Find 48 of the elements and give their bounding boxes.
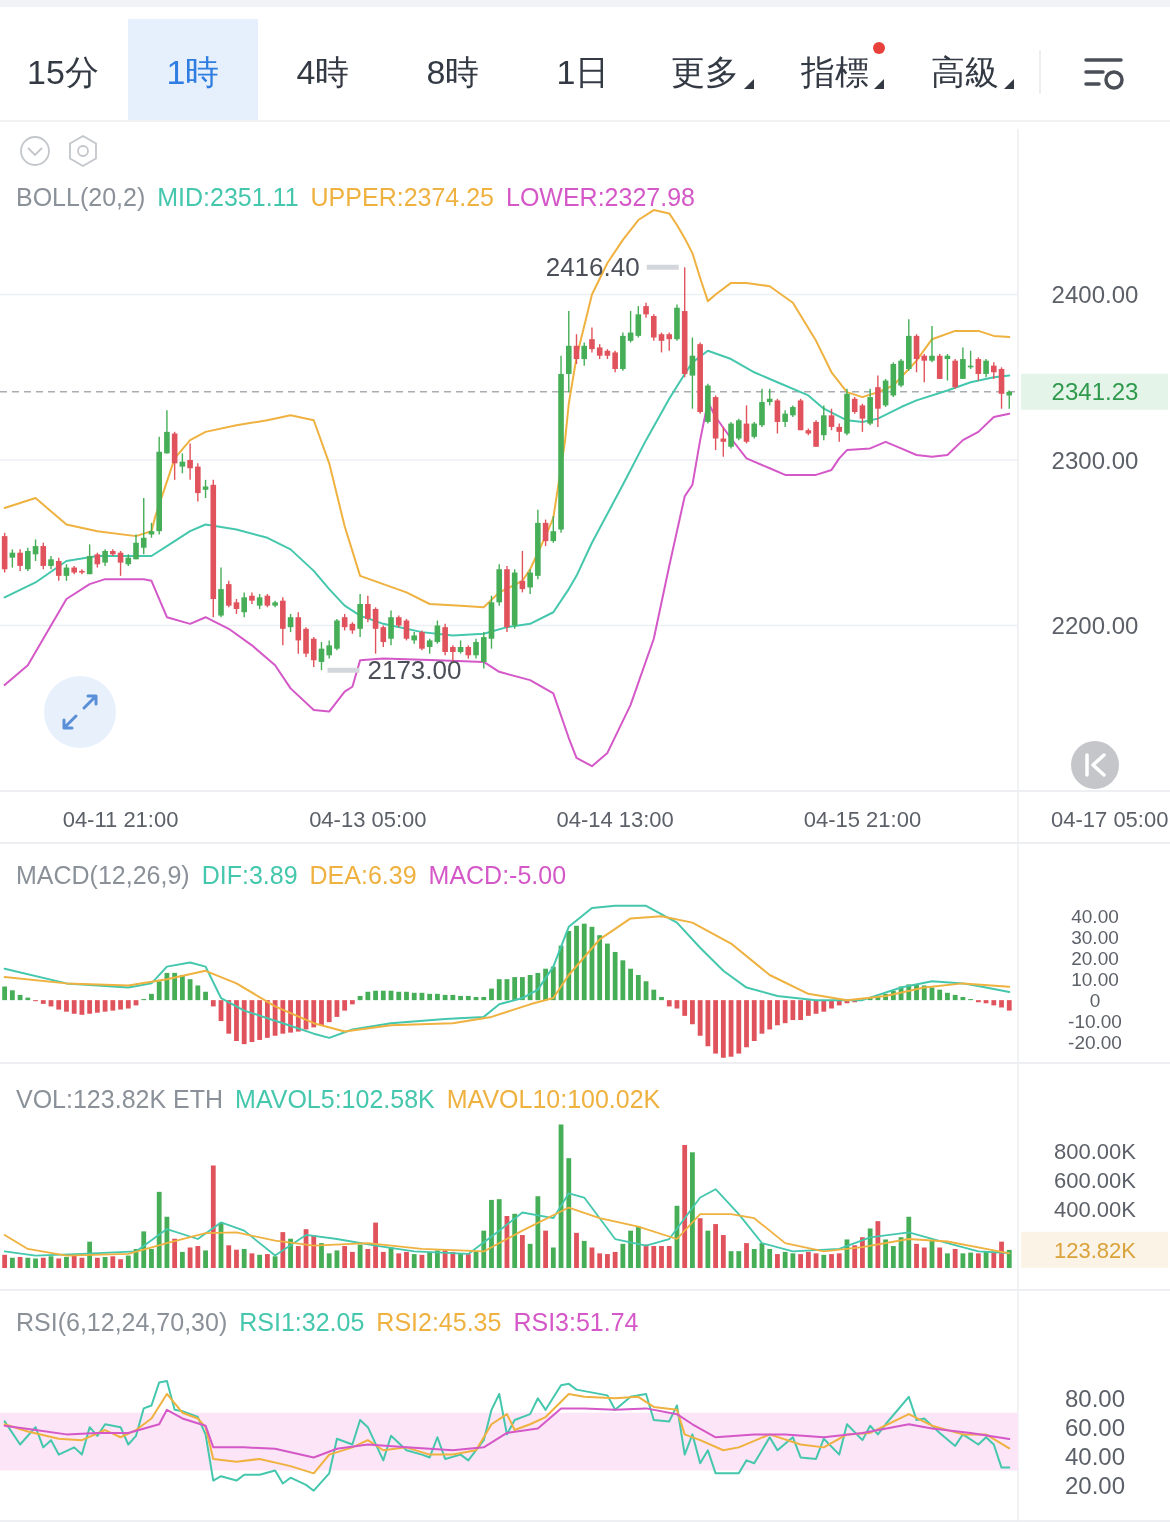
y-tick-label: -10.00 bbox=[1068, 1010, 1122, 1032]
y-tick-label: 400.00K bbox=[1054, 1197, 1137, 1223]
y-tick-label: 800.00K bbox=[1054, 1138, 1137, 1164]
text: RSI1:32.05 bbox=[239, 1308, 365, 1336]
text: MID:2351.11 bbox=[157, 183, 299, 211]
text: RSI(6,12,24,70,30) bbox=[16, 1308, 228, 1336]
y-tick-label: 40.00 bbox=[1064, 1442, 1126, 1470]
text: RSI3:51.74 bbox=[513, 1308, 639, 1336]
text: RSI2:45.35 bbox=[376, 1308, 502, 1336]
y-tick-label: 10.00 bbox=[1071, 969, 1119, 991]
y-tick-label: 2200.00 bbox=[1051, 612, 1139, 640]
x-tick-label: 04-13 05:00 bbox=[309, 807, 427, 832]
y-tick-label: -20.00 bbox=[1068, 1031, 1122, 1053]
y-tick-label: 60.00 bbox=[1064, 1413, 1126, 1441]
text: 15分 bbox=[27, 53, 99, 91]
y-tick-label: 80.00 bbox=[1064, 1384, 1126, 1412]
text: MAVOL5:102.58K bbox=[235, 1085, 436, 1113]
y-tick-label: 20.00 bbox=[1064, 1471, 1126, 1499]
text: DEA:6.39 bbox=[309, 861, 417, 889]
text: UPPER:2374.25 bbox=[310, 183, 494, 211]
text: 1時 bbox=[166, 53, 220, 91]
y-tick-label: 30.00 bbox=[1071, 927, 1119, 949]
text: 4時 bbox=[296, 53, 350, 91]
text: DIF:3.89 bbox=[201, 861, 298, 889]
x-tick-label: 04-11 21:00 bbox=[62, 807, 179, 832]
text: BOLL(20,2) bbox=[16, 183, 146, 211]
text: VOL:123.82K ETH bbox=[16, 1085, 224, 1113]
annotation: 2173.00 bbox=[367, 655, 462, 686]
y-tick-label: 0 bbox=[1089, 989, 1101, 1011]
series-label: MACD:-5.00 bbox=[428, 861, 567, 889]
x-tick-label: 04-17 05:00 bbox=[1051, 807, 1169, 832]
annotation: 123.82K bbox=[1054, 1237, 1137, 1263]
text: 8時 bbox=[426, 53, 480, 91]
text: 更多 bbox=[671, 53, 739, 91]
text: LOWER:2327.98 bbox=[506, 183, 695, 211]
x-tick-label: 04-15 21:00 bbox=[803, 807, 922, 832]
text: MAVOL10:100.02K bbox=[446, 1085, 661, 1113]
y-tick-label: 2400.00 bbox=[1051, 281, 1139, 309]
y-tick-label: 600.00K bbox=[1054, 1168, 1137, 1194]
y-tick-label: 2300.00 bbox=[1051, 446, 1139, 474]
text: 高級 bbox=[931, 53, 999, 91]
text: 指標 bbox=[800, 53, 869, 91]
x-tick-label: 04-14 13:00 bbox=[556, 807, 674, 832]
text: MACD(12,26,9) bbox=[16, 861, 190, 889]
annotation: 2341.23 bbox=[1051, 378, 1139, 406]
y-tick-label: 20.00 bbox=[1071, 948, 1119, 970]
y-tick-label: 40.00 bbox=[1071, 906, 1119, 928]
text: 1日 bbox=[556, 53, 610, 91]
